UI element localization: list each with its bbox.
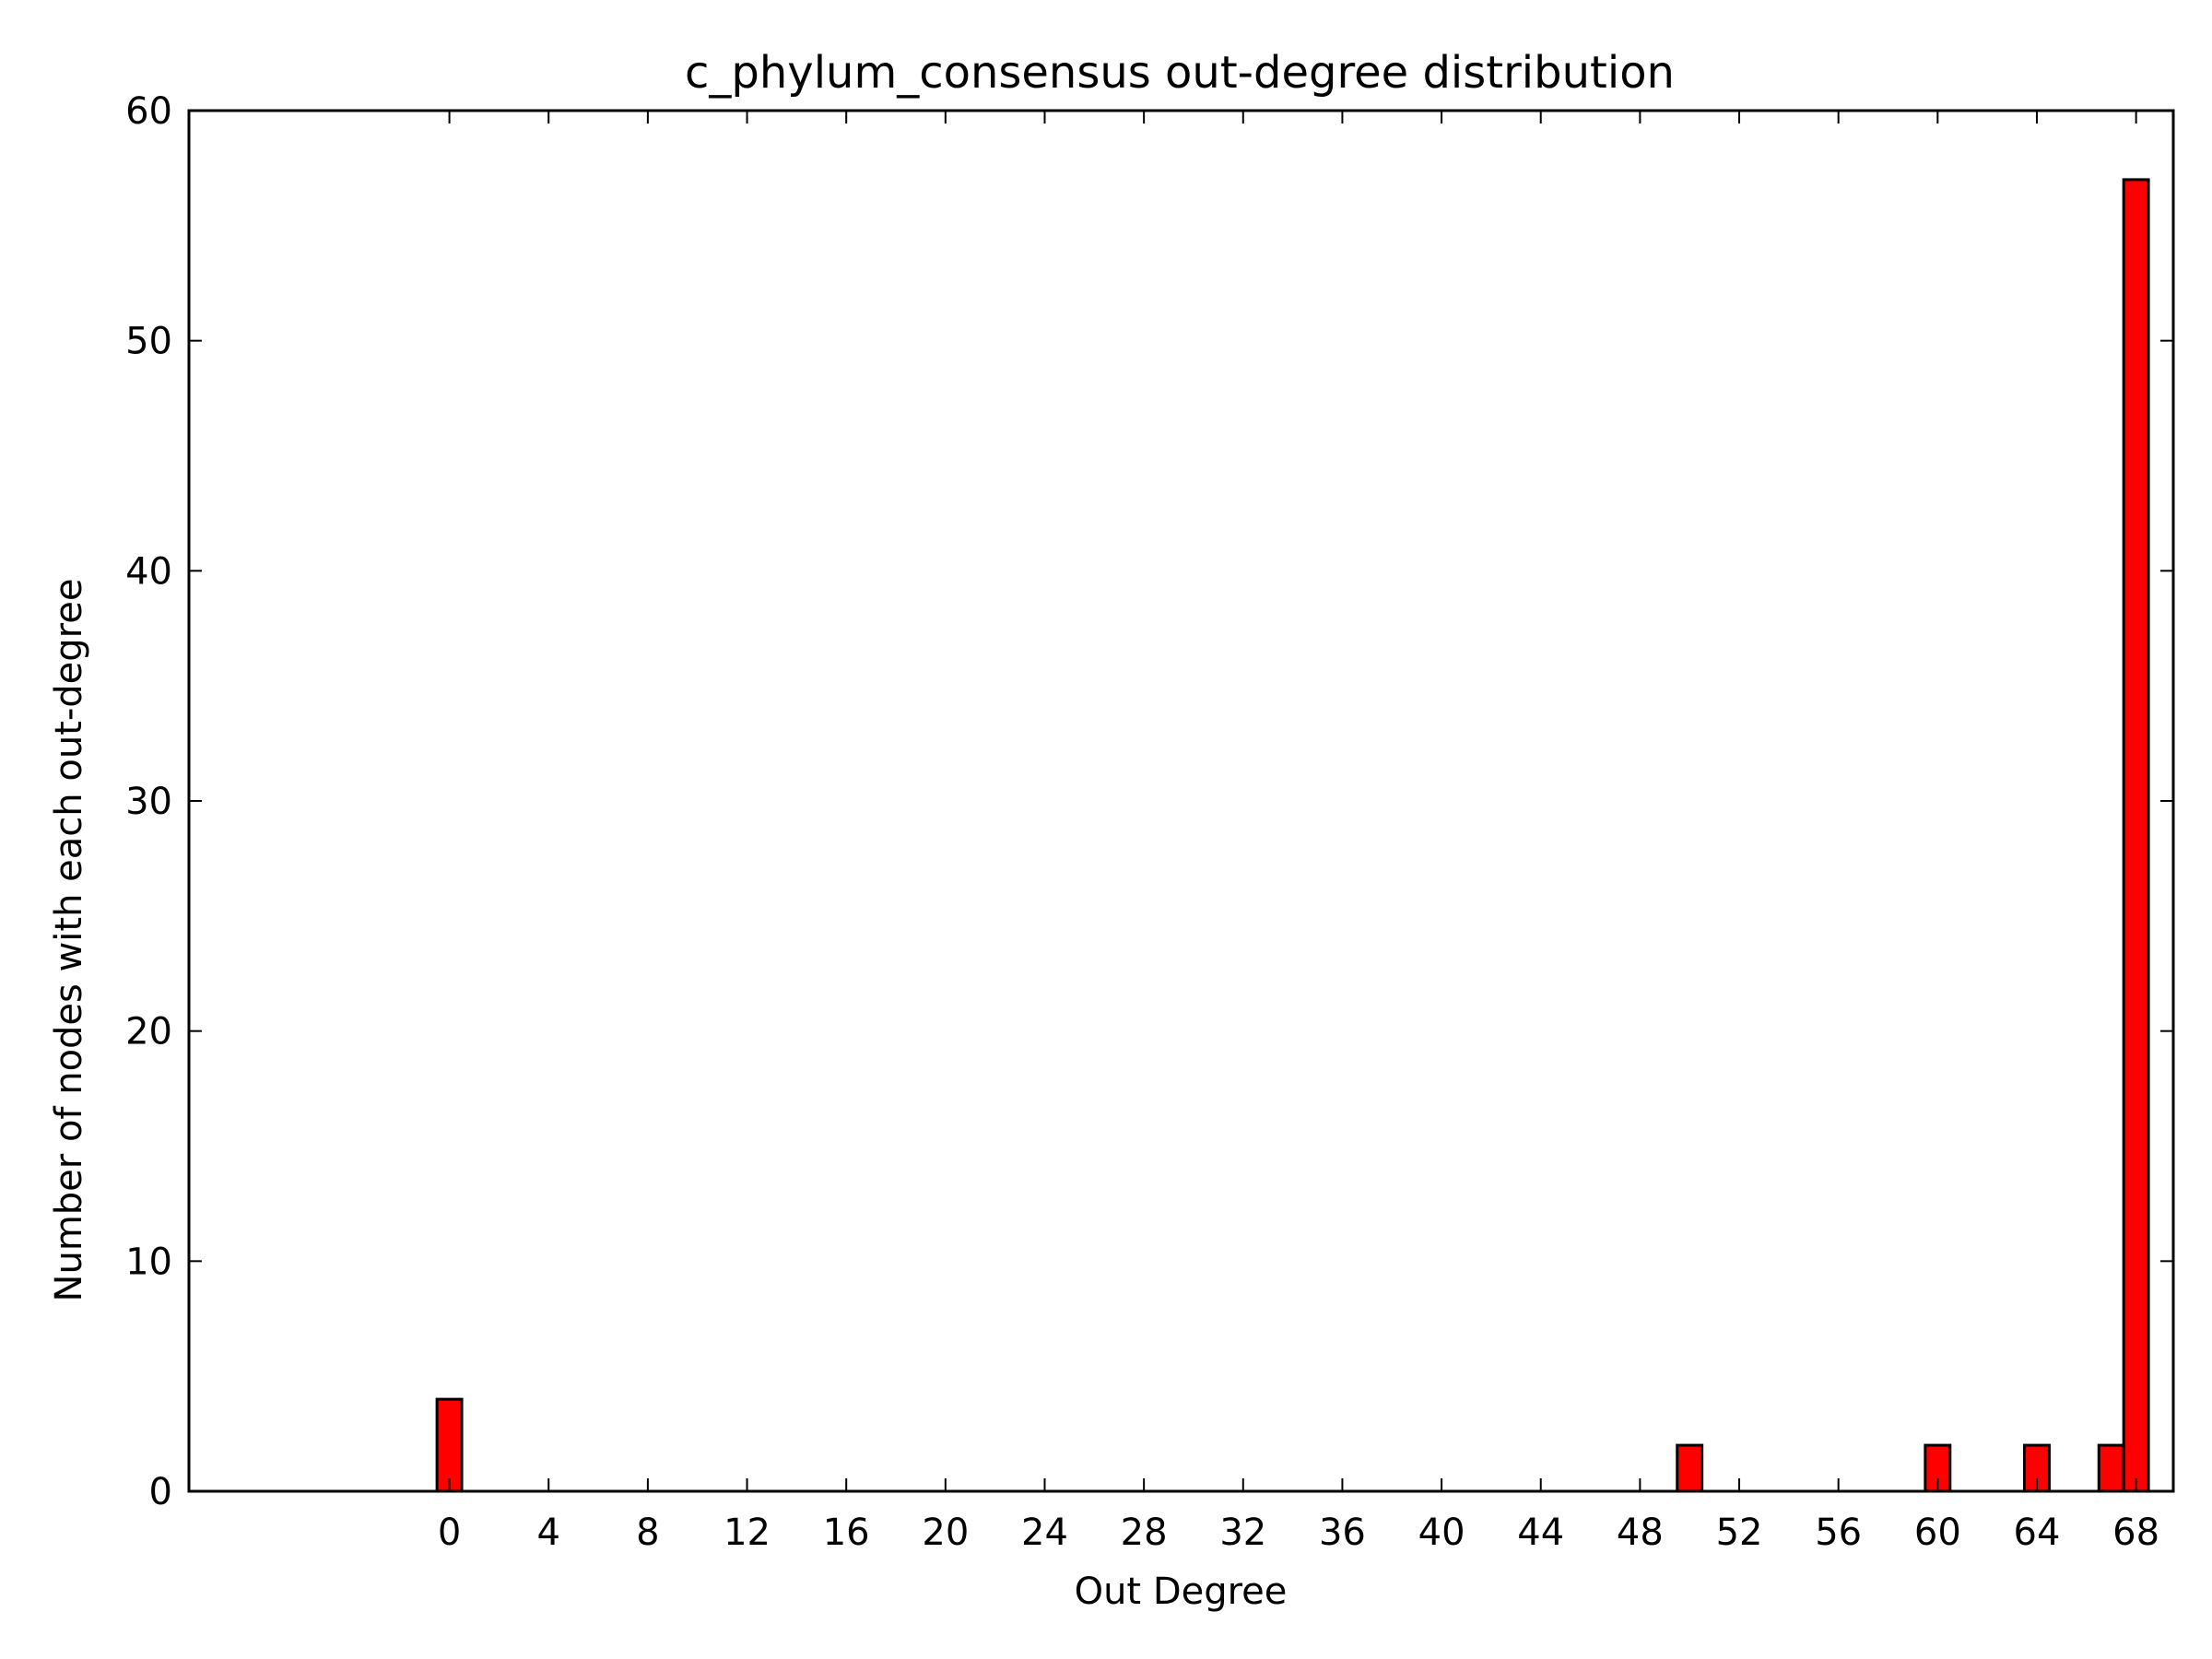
y-tick-label: 30 [125, 781, 172, 823]
chart-title: c_phylum_consensus out-degree distributi… [685, 47, 1675, 99]
ticks: 0 4 8 12 16 20 24 28 32 36 40 44 48 52 56 60 64 680102030… [125, 90, 2173, 1554]
y-tick-label: 50 [125, 321, 172, 363]
y-tick-label: 10 [125, 1241, 172, 1283]
x-tick-label: 40 [1418, 1512, 1465, 1554]
bar-50 [1676, 1443, 1704, 1493]
x-tick-label: 0 [438, 1512, 461, 1554]
x-tick-label: 68 [2112, 1512, 2159, 1554]
y-tick-label: 60 [125, 90, 172, 133]
bar-0 [435, 1397, 464, 1493]
x-tick-label: 52 [1716, 1512, 1763, 1554]
x-tick-label: 12 [724, 1512, 771, 1554]
x-tick-label: 16 [823, 1512, 870, 1554]
x-tick-label: 36 [1319, 1512, 1366, 1554]
y-axis-title: Number of nodes with each out-degree [48, 579, 90, 1302]
x-tick-label: 44 [1517, 1512, 1564, 1554]
x-tick-label: 24 [1021, 1512, 1068, 1554]
bars [435, 178, 2150, 1493]
x-tick-label: 28 [1121, 1512, 1168, 1554]
x-tick-label: 48 [1617, 1512, 1664, 1554]
bar-67 [2097, 1443, 2125, 1493]
y-tick-label: 40 [125, 550, 172, 593]
bar-68 [2122, 178, 2150, 1493]
x-tick-label: 20 [922, 1512, 969, 1554]
plot-frame [187, 109, 2175, 1493]
x-tick-label: 60 [1914, 1512, 1961, 1554]
y-tick-label: 20 [125, 1011, 172, 1053]
x-tick-label: 56 [1815, 1512, 1862, 1554]
y-tick-label: 0 [149, 1471, 172, 1513]
x-tick-label: 64 [2014, 1512, 2061, 1554]
x-tick-label: 32 [1219, 1512, 1266, 1554]
x-tick-label: 4 [537, 1512, 560, 1554]
x-axis-title: Out Degree [1075, 1571, 1288, 1613]
x-tick-label: 8 [636, 1512, 659, 1554]
